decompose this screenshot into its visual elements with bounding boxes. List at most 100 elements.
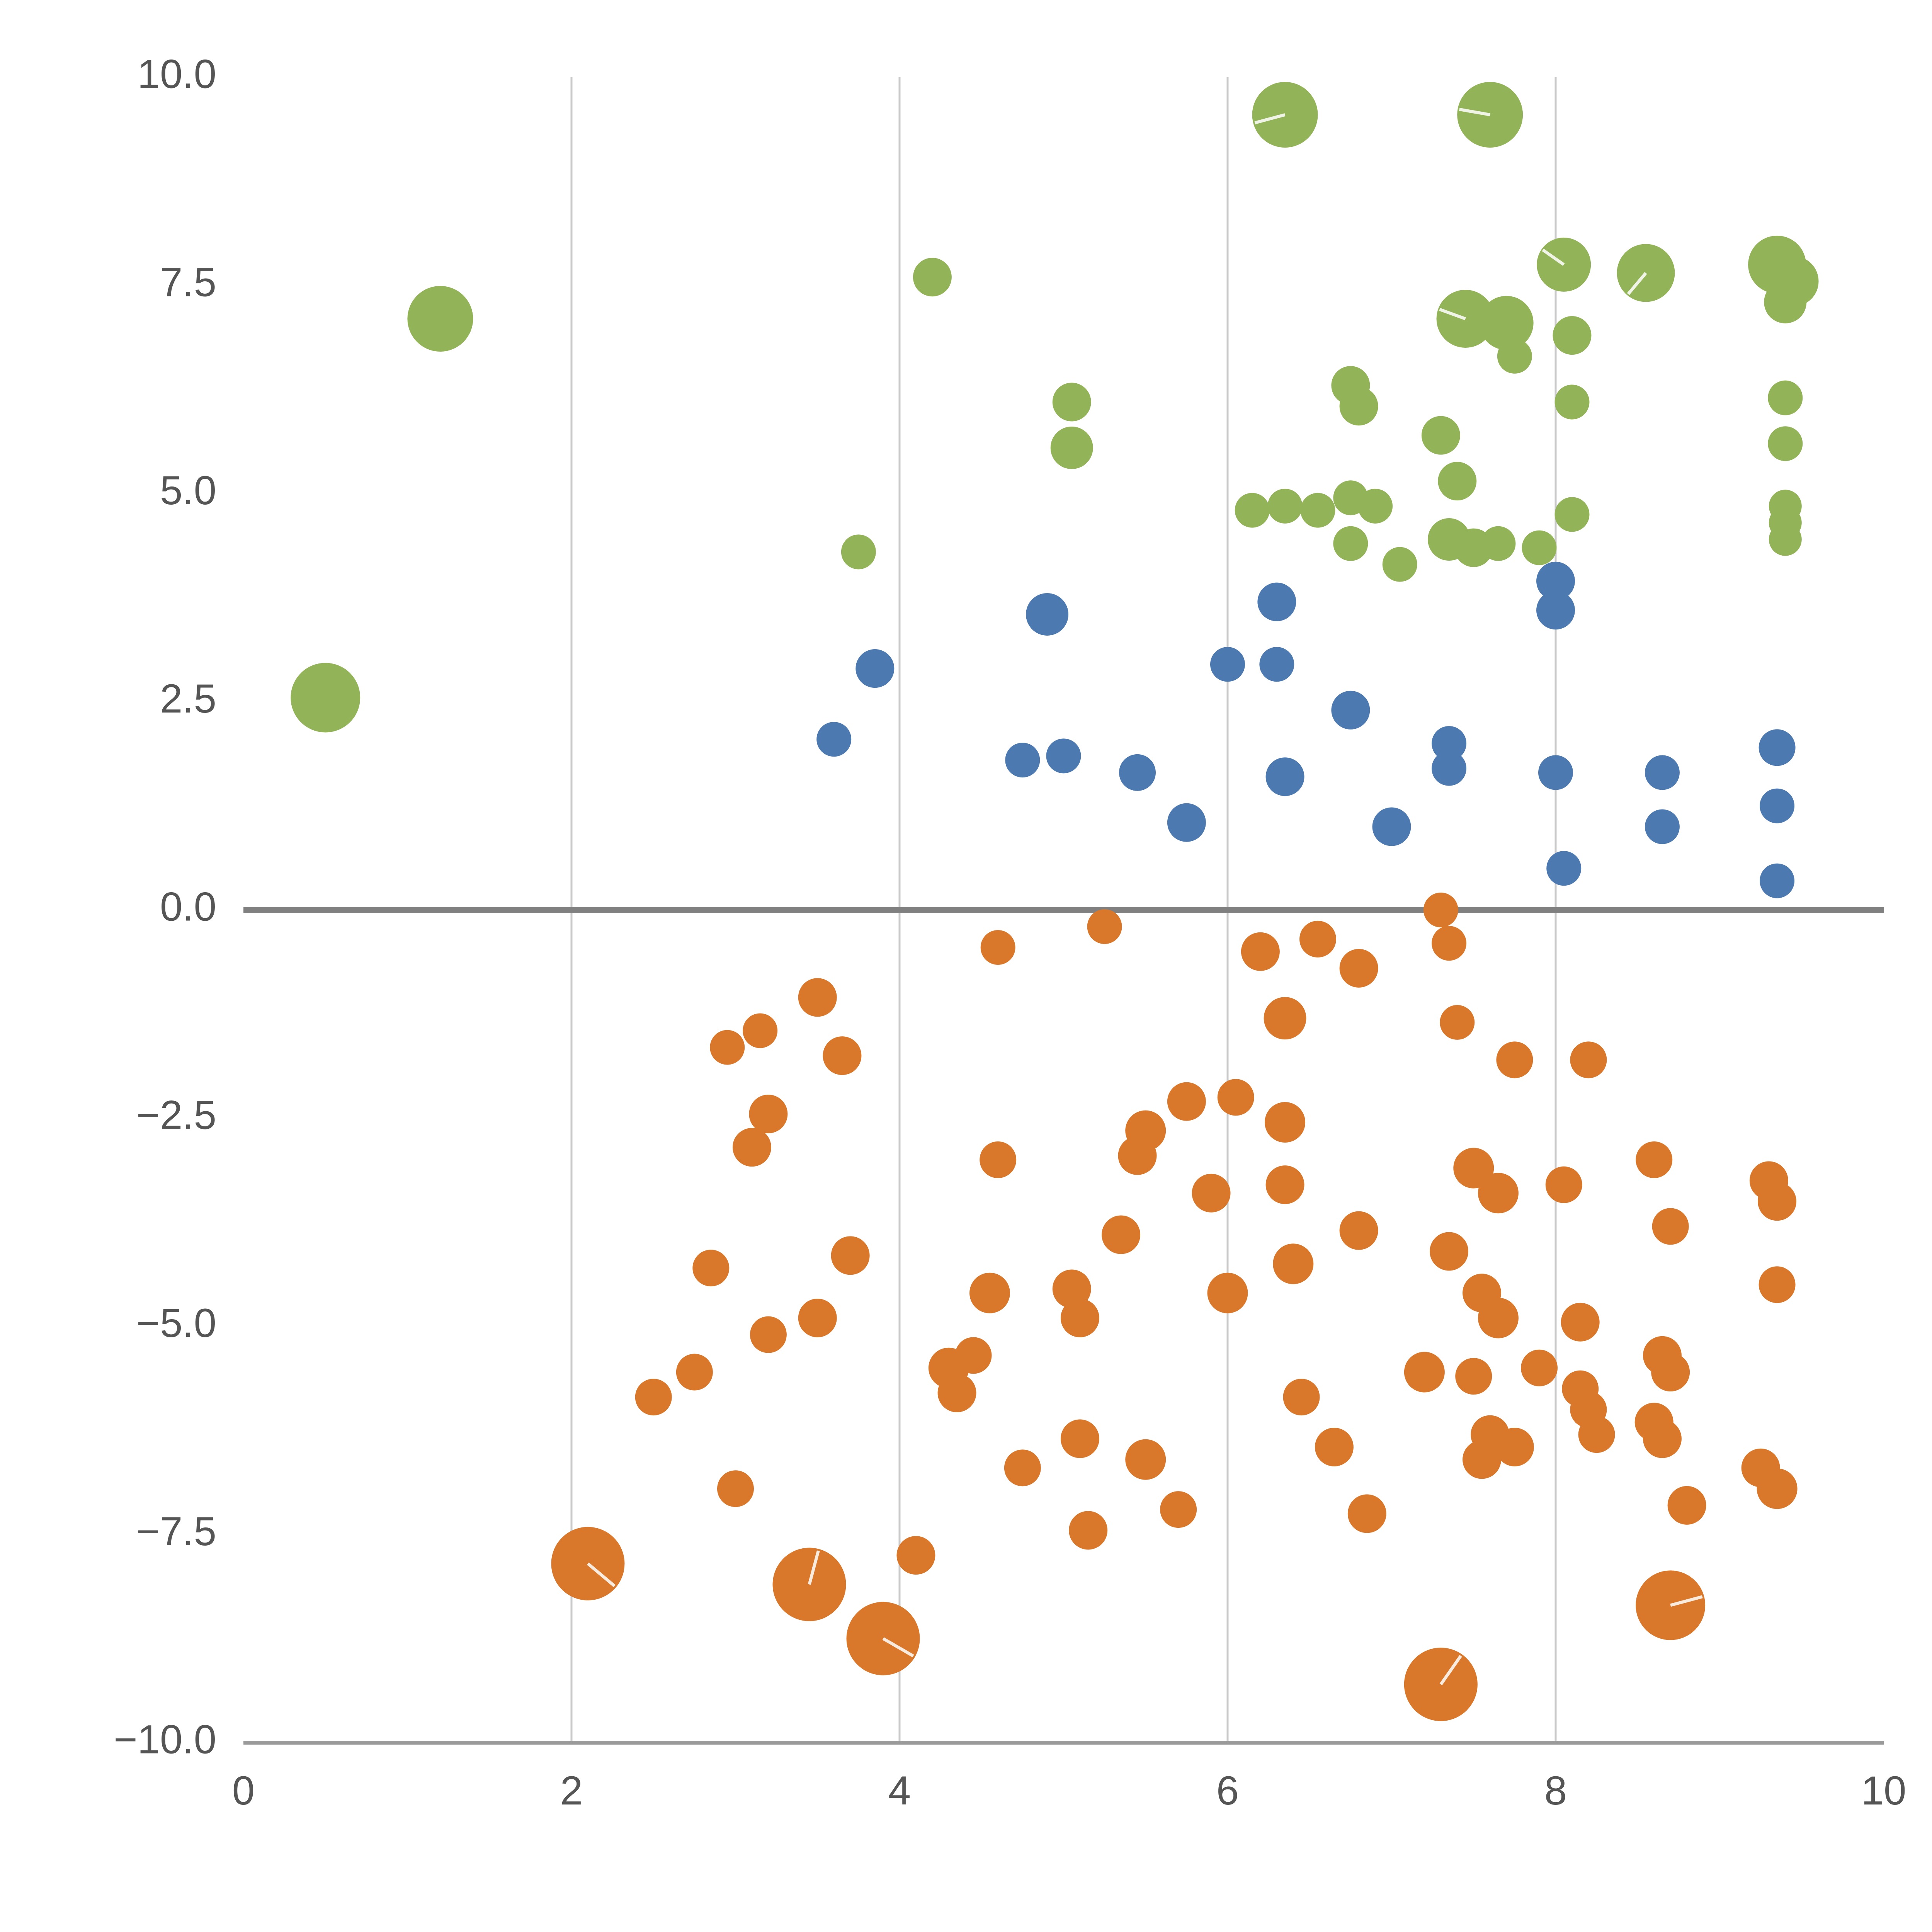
y-tick-label-7.5: 7.5	[160, 260, 216, 305]
data-point-green	[1497, 338, 1532, 374]
data-point-orange	[1125, 1439, 1166, 1480]
data-point-blue	[855, 649, 895, 688]
data-point-green	[1358, 488, 1393, 524]
data-point-orange	[1521, 1349, 1558, 1386]
data-point-orange	[1643, 1419, 1682, 1458]
marker-hairline	[1670, 1595, 1703, 1607]
data-point-green	[1333, 526, 1368, 561]
marker-hairline	[1254, 113, 1286, 124]
data-point-blue	[1536, 591, 1575, 630]
data-point-orange	[969, 1272, 1010, 1313]
data-point-green	[1267, 488, 1303, 524]
data-point-orange	[1496, 1041, 1533, 1078]
data-point-orange	[1636, 1141, 1673, 1178]
data-point-green	[1481, 526, 1516, 561]
data-point-green	[1457, 82, 1523, 148]
data-point-orange	[955, 1337, 992, 1374]
data-point-orange	[846, 1602, 920, 1675]
data-point-orange	[1207, 1272, 1248, 1313]
data-point-orange	[1561, 1303, 1600, 1342]
data-point-orange	[896, 1536, 935, 1575]
data-point-orange	[798, 1298, 837, 1337]
data-point-orange	[1453, 1148, 1494, 1189]
data-point-blue	[1645, 755, 1680, 790]
data-point-orange	[1283, 1379, 1320, 1416]
y-tick-label-−10.0: −10.0	[114, 1717, 216, 1762]
marker-hairline	[1439, 1655, 1462, 1685]
data-point-green	[1769, 523, 1802, 556]
data-point-green	[1052, 383, 1091, 422]
marker-hairline	[882, 1637, 914, 1658]
data-point-orange	[635, 1379, 672, 1416]
x-tick-label-10: 10	[1861, 1768, 1906, 1813]
data-point-orange	[1430, 1232, 1469, 1271]
data-point-orange	[1087, 909, 1122, 944]
data-point-orange	[1167, 1082, 1206, 1121]
data-point-orange	[1495, 1427, 1534, 1466]
marker-hairline	[1542, 248, 1565, 266]
tick-labels-layer: 0 2 4 6 8 10 −10.0 −7.5 −5.0 −2.5 0.0 2.5 5.0 7.5 10.0	[114, 52, 1906, 1813]
data-point-green	[1050, 426, 1093, 469]
data-point-orange	[1264, 997, 1306, 1040]
data-point-orange	[980, 930, 1015, 965]
data-point-orange	[1299, 920, 1336, 957]
data-point-orange	[831, 1236, 870, 1275]
x-tick-label-8: 8	[1544, 1768, 1567, 1813]
data-point-orange	[1265, 1102, 1306, 1143]
axes-layer	[243, 907, 1884, 1745]
data-point-orange	[1404, 1352, 1445, 1393]
data-point-orange	[1478, 1298, 1519, 1338]
data-point-orange	[1241, 932, 1280, 971]
data-point-blue	[1167, 803, 1206, 842]
data-point-orange	[1440, 1005, 1475, 1040]
y-tick-label-10.0: 10.0	[138, 52, 216, 97]
data-point-orange	[692, 1250, 730, 1287]
data-point-green	[913, 258, 952, 297]
data-point-blue	[1331, 690, 1370, 730]
x-tick-label-0: 0	[232, 1768, 255, 1813]
data-point-green	[1421, 416, 1460, 455]
data-point-orange	[676, 1354, 713, 1391]
y-tick-label-2.5: 2.5	[160, 676, 216, 721]
data-point-blue	[1536, 561, 1575, 600]
data-point-orange	[1667, 1486, 1706, 1525]
data-point-orange	[1455, 1358, 1492, 1395]
marker-hairline	[1627, 272, 1647, 295]
y-tick-label-5.0: 5.0	[160, 468, 216, 513]
data-points-layer	[291, 82, 1819, 1721]
data-point-blue	[1645, 809, 1680, 844]
data-point-orange	[749, 1094, 788, 1133]
data-point-blue	[1005, 743, 1040, 778]
x-tick-label-4: 4	[888, 1768, 911, 1813]
data-point-green	[1479, 296, 1534, 350]
data-point-orange	[1651, 1353, 1690, 1392]
y-tick-label-−2.5: −2.5	[136, 1092, 216, 1138]
data-point-orange	[1652, 1208, 1689, 1245]
data-point-blue	[1760, 863, 1795, 898]
data-point-blue	[1432, 726, 1467, 761]
data-point-green	[407, 286, 473, 352]
data-point-green	[1768, 426, 1803, 461]
x-tick-label-2: 2	[560, 1768, 583, 1813]
data-point-green	[1553, 316, 1592, 355]
y-tick-label-−7.5: −7.5	[136, 1509, 216, 1554]
data-point-orange	[1060, 1298, 1099, 1337]
data-point-orange	[1347, 1494, 1386, 1533]
data-point-blue	[1046, 738, 1081, 774]
data-point-orange	[743, 1013, 778, 1048]
data-point-orange	[1423, 893, 1458, 927]
data-point-blue	[1372, 807, 1411, 846]
data-point-orange	[710, 1030, 745, 1065]
data-point-orange	[1759, 1266, 1796, 1303]
data-point-orange	[1478, 1173, 1519, 1214]
data-point-green	[1438, 462, 1477, 501]
data-point-orange	[1758, 1182, 1797, 1221]
data-point-orange	[1570, 1041, 1607, 1078]
data-point-orange	[1315, 1427, 1354, 1466]
data-point-orange	[1102, 1215, 1141, 1254]
data-point-orange	[1339, 949, 1378, 988]
data-point-blue	[1538, 755, 1573, 790]
data-point-green	[1554, 384, 1590, 420]
data-point-orange	[937, 1373, 976, 1412]
